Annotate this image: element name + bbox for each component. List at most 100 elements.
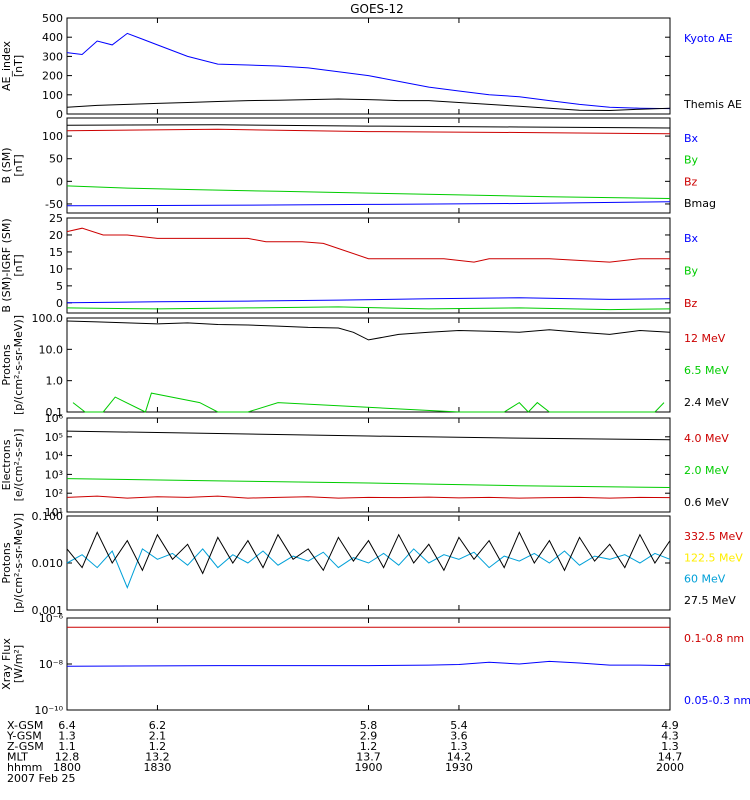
y-tick-label: 15 (49, 246, 63, 259)
y-tick-label: 0.001 (32, 604, 64, 617)
y-tick-label: 0.100 (32, 510, 64, 523)
series-line (66, 297, 671, 304)
panel-frame (66, 617, 671, 711)
legend-entry: 2.0 MeV (684, 464, 729, 477)
legend-entry: Bmag (684, 197, 716, 210)
coordinate-row-label: Y-GSM (6, 730, 42, 743)
y-tick-label: 0 (56, 297, 63, 310)
coordinate-value: 14.7 (658, 751, 683, 764)
coordinate-value: 1900 (355, 761, 383, 774)
y-tick-label: 10⁻⁶ (39, 612, 64, 625)
y-tick-label: 10.0 (39, 343, 64, 356)
coordinate-value: 1800 (53, 761, 81, 774)
y-tick-label: 100.0 (32, 312, 64, 325)
legend-entry: Themis AE (683, 98, 742, 111)
date-label: 2007 Feb 25 (7, 772, 75, 785)
coordinate-value: 6.2 (149, 719, 167, 732)
coordinate-value: 1.3 (58, 730, 76, 743)
series-line (66, 32, 671, 110)
series-line (66, 320, 671, 341)
y-tick-label: 500 (42, 12, 63, 25)
y-axis-label: [p/(cm²-s-sr-MeV)] (12, 315, 25, 415)
legend-entry: Bx (684, 232, 699, 245)
y-tick-label: 25 (49, 212, 63, 225)
series-line (66, 128, 671, 135)
y-axis-label: [nT] (12, 154, 25, 176)
y-tick-label: 200 (42, 70, 63, 83)
y-axis-label: AE_index (0, 40, 13, 91)
series-line (66, 430, 671, 441)
y-tick-label: 0.010 (32, 557, 64, 570)
y-tick-label: 400 (42, 31, 63, 44)
coordinate-value: 1.2 (360, 740, 378, 753)
y-tick-label: 10⁻⁸ (39, 658, 64, 671)
y-tick-label: 1.0 (46, 375, 64, 388)
y-axis-label: [nT] (12, 254, 25, 276)
y-tick-label: 10⁶ (45, 412, 64, 425)
series-line (72, 392, 665, 413)
y-axis-label: Protons (0, 344, 13, 385)
legend-entry: 2.4 MeV (684, 396, 729, 409)
coordinate-row-label: X-GSM (7, 719, 43, 732)
coordinate-row-label: MLT (7, 751, 28, 764)
y-axis-label: B (SM)-IGRF (SM) (0, 218, 13, 312)
legend-entry: By (684, 154, 699, 167)
legend-entry: 0.6 MeV (684, 496, 729, 509)
y-tick-label: -50 (45, 198, 63, 211)
legend-entry: 6.5 MeV (684, 364, 729, 377)
coordinate-value: 13.7 (356, 751, 381, 764)
series-line (66, 201, 671, 207)
y-axis-label: [nT] (12, 55, 25, 77)
coordinate-value: 6.4 (58, 719, 76, 732)
coordinate-value: 1930 (445, 761, 473, 774)
coordinate-value: 1.1 (58, 740, 76, 753)
series-line (66, 124, 671, 129)
legend-entry: By (684, 265, 699, 278)
legend-entry: 0.05-0.3 nm (684, 694, 750, 707)
legend-entry: Bz (684, 297, 698, 310)
coordinate-value: 1830 (143, 761, 171, 774)
coordinate-value: 4.3 (661, 730, 679, 743)
coordinate-value: 13.2 (145, 751, 170, 764)
legend-entry: Bz (684, 175, 698, 188)
coordinate-row-label: hhmm (7, 761, 42, 774)
y-axis-label: [e/(cm²-s-sr)] (12, 429, 25, 502)
series-line (66, 306, 671, 311)
y-tick-label: 10⁵ (45, 431, 63, 444)
y-axis-label: Electrons (0, 439, 13, 490)
series-line (66, 495, 671, 499)
y-axis-label: Protons (0, 542, 13, 583)
y-tick-label: 0 (56, 108, 63, 121)
y-tick-label: 10⁴ (45, 450, 64, 463)
panel-frame (66, 117, 671, 214)
y-tick-label: 10³ (45, 468, 63, 481)
legend-entry: 27.5 MeV (684, 594, 736, 607)
y-tick-label: 0.1 (46, 406, 64, 419)
coordinate-value: 4.9 (661, 719, 679, 732)
y-tick-label: 5 (56, 280, 63, 293)
y-axis-label: [W/m²] (12, 645, 25, 683)
legend-entry: 0.1-0.8 nm (684, 632, 744, 645)
y-tick-label: 10¹ (45, 506, 63, 519)
y-tick-label: 10⁻¹⁰ (34, 704, 63, 717)
series-line (66, 478, 671, 488)
legend-entry: 332.5 MeV (684, 530, 743, 543)
coordinate-value: 5.8 (360, 719, 378, 732)
coordinate-value: 12.8 (55, 751, 80, 764)
coordinate-value: 3.6 (450, 730, 468, 743)
legend-entry: 122.5 MeV (684, 551, 743, 564)
series-line (66, 548, 671, 589)
coordinate-value: 5.4 (450, 719, 468, 732)
series-line (66, 531, 671, 575)
y-tick-label: 100 (42, 89, 63, 102)
y-axis-label: [p/(cm²-s-sr-MeV)] (12, 513, 25, 613)
series-line (66, 227, 670, 263)
coordinate-value: 1.3 (661, 740, 679, 753)
legend-entry: Kyoto AE (684, 32, 733, 45)
y-tick-label: 300 (42, 50, 63, 63)
y-tick-label: 50 (49, 153, 63, 166)
coordinate-value: 1.2 (149, 740, 167, 753)
coordinate-row-label: Z-GSM (7, 740, 44, 753)
coordinate-value: 14.2 (447, 751, 472, 764)
